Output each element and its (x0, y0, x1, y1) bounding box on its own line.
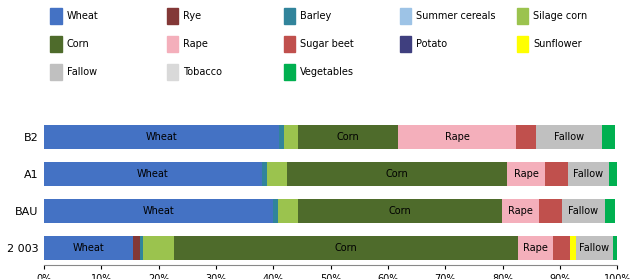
Bar (518, 236, 553, 260)
Text: Wheat: Wheat (143, 206, 175, 216)
Text: Silage corn: Silage corn (533, 11, 587, 21)
Bar (609, 162, 617, 186)
Bar (544, 162, 568, 186)
Text: Corn: Corn (389, 206, 411, 216)
Bar (562, 199, 605, 223)
Bar (536, 125, 602, 149)
Bar (602, 125, 614, 149)
Bar (298, 125, 398, 149)
Text: Fallow: Fallow (554, 132, 584, 142)
Bar (266, 162, 287, 186)
Bar (576, 236, 613, 260)
Text: Rape: Rape (513, 169, 539, 179)
Bar (605, 199, 614, 223)
Bar (143, 236, 175, 260)
Bar (175, 236, 518, 260)
Text: Barley: Barley (300, 11, 331, 21)
Text: Sugar beet: Sugar beet (300, 39, 353, 49)
Bar (507, 162, 544, 186)
Bar (44, 236, 133, 260)
Text: Wheat: Wheat (137, 169, 169, 179)
Text: Rape: Rape (508, 206, 532, 216)
Bar (284, 125, 298, 149)
Text: Summer cereals: Summer cereals (416, 11, 496, 21)
Bar (140, 236, 143, 260)
Text: Wheat: Wheat (67, 11, 98, 21)
Text: Corn: Corn (335, 243, 358, 253)
Text: Wheat: Wheat (146, 132, 178, 142)
Bar (133, 236, 140, 260)
Bar (516, 125, 536, 149)
Text: Fallow: Fallow (568, 206, 598, 216)
Bar (44, 125, 279, 149)
Bar (570, 236, 576, 260)
Text: Rape: Rape (523, 243, 548, 253)
Text: Fallow: Fallow (67, 67, 97, 77)
Text: Sunflower: Sunflower (533, 39, 581, 49)
Bar (44, 199, 273, 223)
Text: Rye: Rye (183, 11, 202, 21)
Text: Rape: Rape (183, 39, 208, 49)
Bar (279, 125, 284, 149)
Bar (501, 199, 539, 223)
Bar (298, 199, 501, 223)
Bar (568, 162, 609, 186)
Text: Potato: Potato (416, 39, 447, 49)
Text: Fallow: Fallow (573, 169, 603, 179)
Text: Corn: Corn (67, 39, 89, 49)
Text: Tobacco: Tobacco (183, 67, 222, 77)
Text: Wheat: Wheat (72, 243, 105, 253)
Bar (539, 199, 562, 223)
Text: Fallow: Fallow (579, 243, 609, 253)
Bar (613, 236, 617, 260)
Bar (44, 162, 262, 186)
Bar (262, 162, 266, 186)
Text: Vegetables: Vegetables (300, 67, 354, 77)
Bar (273, 199, 278, 223)
Bar (278, 199, 298, 223)
Bar (398, 125, 516, 149)
Bar (553, 236, 570, 260)
Text: Rape: Rape (445, 132, 469, 142)
Text: Corn: Corn (337, 132, 360, 142)
Bar (287, 162, 507, 186)
Text: Corn: Corn (386, 169, 408, 179)
